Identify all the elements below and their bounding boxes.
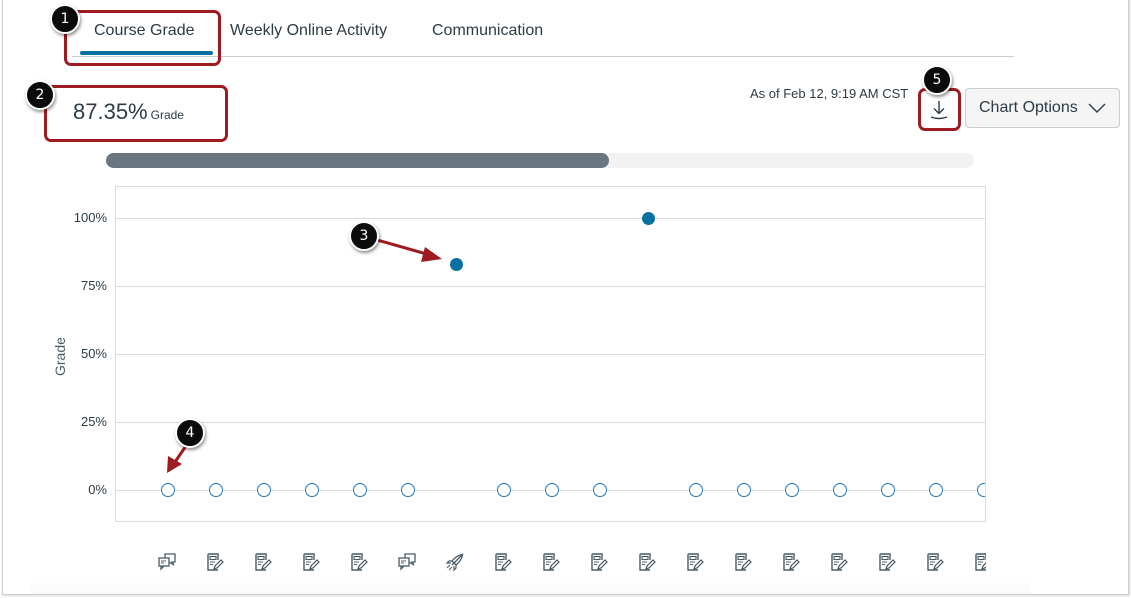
grade-summary: 87.35% Grade: [73, 99, 184, 125]
grade-data-point[interactable]: [737, 483, 751, 497]
gridline-75: [116, 286, 985, 287]
grade-data-point[interactable]: [689, 483, 703, 497]
assignment-type-icons: [115, 552, 986, 574]
chevron-down-icon: [1088, 103, 1106, 113]
callout-badge-4: 4: [175, 418, 205, 448]
grade-data-point[interactable]: [641, 211, 655, 225]
grade-data-point[interactable]: [833, 483, 847, 497]
grade-data-point[interactable]: [161, 483, 175, 497]
grade-label: Grade: [150, 108, 184, 122]
grade-data-point[interactable]: [785, 483, 799, 497]
chart-options-button[interactable]: Chart Options: [965, 88, 1120, 128]
discussion-icon[interactable]: [397, 552, 417, 572]
last-updated-timestamp: As of Feb 12, 9:19 AM CST: [750, 86, 909, 101]
grade-data-point[interactable]: [929, 483, 943, 497]
callout-badge-1: 1: [50, 4, 80, 34]
grade-data-point[interactable]: [353, 483, 367, 497]
grade-progress-bar: [106, 153, 974, 168]
chart-options-label: Chart Options: [979, 99, 1078, 116]
grade-chart: [115, 186, 986, 522]
assignment-icon[interactable]: [349, 552, 369, 572]
callout-badge-2: 2: [25, 80, 55, 110]
grade-data-point[interactable]: [545, 483, 559, 497]
y-tick-100: 100%: [73, 210, 107, 225]
assignment-icon[interactable]: [205, 552, 225, 572]
assignment-icon[interactable]: [301, 552, 321, 572]
y-axis-label: Grade: [52, 337, 68, 376]
y-tick-50: 50%: [80, 346, 107, 361]
assignment-icon[interactable]: [733, 552, 753, 572]
assignment-icon[interactable]: [781, 552, 801, 572]
assignment-icon[interactable]: [829, 552, 849, 572]
assignment-icon[interactable]: [925, 552, 945, 572]
grade-data-point[interactable]: [449, 257, 463, 271]
assignment-icon[interactable]: [253, 552, 273, 572]
assignment-icon[interactable]: [877, 552, 897, 572]
assignment-icon[interactable]: [589, 552, 609, 572]
callout-badge-5: 5: [922, 65, 952, 95]
assignment-icon[interactable]: [973, 552, 986, 572]
y-tick-75: 75%: [80, 278, 107, 293]
gridline-100: [116, 218, 985, 219]
gridline-25: [116, 422, 985, 423]
grade-data-point[interactable]: [257, 483, 271, 497]
grade-data-point[interactable]: [593, 483, 607, 497]
assignment-icon[interactable]: [685, 552, 705, 572]
y-tick-0: 0%: [88, 482, 107, 497]
grade-data-point[interactable]: [209, 483, 223, 497]
grade-value: 87.35%: [73, 99, 148, 124]
grade-data-point[interactable]: [401, 483, 415, 497]
download-icon: [930, 101, 948, 120]
tab-weekly-online-activity[interactable]: Weekly Online Activity: [230, 22, 388, 39]
quiz-icon[interactable]: [445, 552, 465, 572]
grade-data-point[interactable]: [497, 483, 511, 497]
bottom-shade: [30, 578, 1030, 594]
tab-course-grade[interactable]: Course Grade: [80, 22, 212, 55]
tab-bar: Course Grade Weekly Online Activity Comm…: [72, 0, 1014, 57]
assignment-icon[interactable]: [637, 552, 657, 572]
assignment-icon[interactable]: [541, 552, 561, 572]
gridline-50: [116, 354, 985, 355]
discussion-icon[interactable]: [157, 552, 177, 572]
grade-data-point[interactable]: [977, 483, 985, 497]
y-tick-25: 25%: [80, 414, 107, 429]
download-button[interactable]: [923, 92, 955, 128]
progress-fill: [106, 153, 610, 168]
grade-data-point[interactable]: [305, 483, 319, 497]
grade-data-point[interactable]: [881, 483, 895, 497]
assignment-icon[interactable]: [493, 552, 513, 572]
callout-badge-3: 3: [349, 221, 379, 251]
tab-communication[interactable]: Communication: [432, 22, 544, 39]
